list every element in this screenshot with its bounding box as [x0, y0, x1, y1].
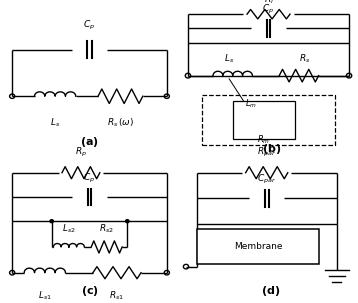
Bar [197, 229, 319, 264]
Text: $C_{par}$: $C_{par}$ [257, 173, 276, 186]
Text: $L_s$: $L_s$ [50, 117, 60, 129]
Circle shape [50, 220, 53, 223]
Text: $L_{s1}$: $L_{s1}$ [38, 289, 52, 302]
Text: $R_{par}$: $R_{par}$ [257, 146, 276, 159]
Text: $L_m$: $L_m$ [246, 98, 257, 110]
Text: $C_p$: $C_p$ [262, 3, 275, 16]
Text: $R_l$: $R_l$ [263, 0, 274, 6]
Text: $\bf{(c)}$: $\bf{(c)}$ [81, 285, 98, 298]
Text: $L_{s2}$: $L_{s2}$ [62, 222, 76, 235]
Bar [233, 101, 295, 139]
Text: $R_{s1}$: $R_{s1}$ [110, 289, 125, 302]
Text: $R_{s2}$: $R_{s2}$ [99, 222, 114, 235]
Text: $L_s$: $L_s$ [224, 52, 234, 65]
Bar [202, 95, 335, 145]
Text: Membrane: Membrane [234, 242, 282, 251]
Text: $C_p$: $C_p$ [83, 19, 96, 32]
Text: $\bf{(b)}$: $\bf{(b)}$ [262, 142, 282, 156]
Text: $\bf{(d)}$: $\bf{(d)}$ [261, 285, 280, 298]
Text: $R_m$: $R_m$ [257, 134, 271, 146]
Circle shape [126, 220, 129, 223]
Text: $R_s$: $R_s$ [299, 52, 310, 65]
Text: $C_p$: $C_p$ [83, 172, 96, 185]
Text: $\bf{(a)}$: $\bf{(a)}$ [80, 135, 99, 148]
Text: $R_s\,(\omega)$: $R_s\,(\omega)$ [107, 117, 134, 129]
Text: $R_p$: $R_p$ [75, 146, 87, 159]
